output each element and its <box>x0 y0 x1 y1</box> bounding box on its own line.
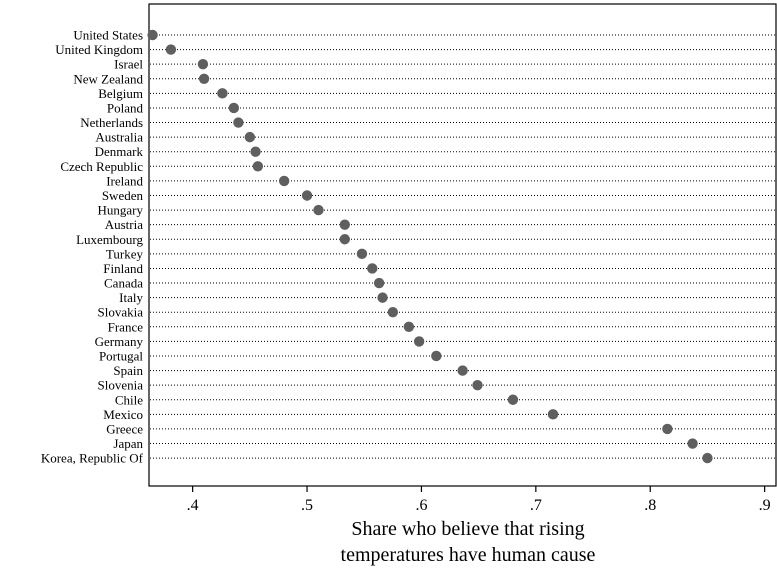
data-point <box>244 131 256 143</box>
data-point <box>165 44 177 55</box>
category-label: Mexico <box>103 407 143 422</box>
category-label: Chile <box>115 392 143 407</box>
category-label: Turkey <box>106 246 144 261</box>
data-point <box>228 102 240 114</box>
category-label: Canada <box>104 276 143 291</box>
category-label: Sweden <box>102 188 144 203</box>
x-axis-title-line-1: Share who believe that rising <box>351 518 584 540</box>
category-label: United Kingdom <box>55 42 143 57</box>
x-tick-label: .6 <box>415 497 427 514</box>
data-point <box>367 263 378 274</box>
x-tick-label: .8 <box>644 497 656 514</box>
category-label: Austria <box>105 217 144 232</box>
category-label: Italy <box>119 290 143 305</box>
category-label: Israel <box>114 57 143 72</box>
x-tick-label: .4 <box>187 497 199 514</box>
data-point <box>339 219 350 230</box>
category-label: Poland <box>107 100 144 115</box>
data-point <box>377 292 388 303</box>
data-point <box>339 234 350 245</box>
category-label: Hungary <box>98 203 144 218</box>
x-tick-label: .7 <box>530 497 542 514</box>
data-point <box>457 365 468 376</box>
category-label: Finland <box>103 261 143 276</box>
data-point <box>356 248 368 260</box>
category-label: Spain <box>113 363 143 378</box>
category-label: New Zealand <box>73 71 143 86</box>
data-point <box>313 204 324 216</box>
category-label: Ireland <box>106 173 143 188</box>
category-label: Greece <box>106 421 143 436</box>
plot-frame <box>148 3 777 487</box>
x-tick-label: .5 <box>301 497 313 514</box>
data-point <box>233 117 244 128</box>
data-point <box>278 175 290 187</box>
category-label: Luxembourg <box>76 232 143 247</box>
data-point <box>301 190 313 201</box>
data-point <box>198 73 210 84</box>
data-point <box>250 146 261 157</box>
category-label: Slovenia <box>98 378 144 393</box>
data-point <box>403 321 415 332</box>
data-point <box>702 452 713 464</box>
plot-area <box>147 3 777 487</box>
category-label: Slovakia <box>98 305 144 320</box>
category-label: France <box>108 319 144 334</box>
category-label: Czech Republic <box>60 159 143 174</box>
category-label: Netherlands <box>80 115 143 130</box>
category-label: Australia <box>95 130 143 145</box>
data-point <box>197 58 209 70</box>
data-point <box>431 350 442 362</box>
x-axis-title-line-2: temperatures have human cause <box>341 544 596 566</box>
x-axis: .4 .5 .6 .7 .8 .9 <box>187 486 771 514</box>
category-label: Korea, Republic Of <box>41 451 144 466</box>
category-label: Denmark <box>95 144 144 159</box>
category-label: Portugal <box>99 348 143 363</box>
data-point <box>217 88 228 99</box>
data-point <box>413 336 425 347</box>
data-point <box>252 161 264 172</box>
data-point <box>507 394 519 405</box>
category-label: United States <box>73 28 143 43</box>
category-label: Japan <box>113 436 143 451</box>
category-label: Belgium <box>98 86 143 101</box>
data-point <box>687 438 698 449</box>
data-point <box>387 307 399 318</box>
data-point <box>472 379 483 391</box>
data-point <box>147 29 158 41</box>
data-point <box>662 423 673 435</box>
data-point <box>547 409 559 420</box>
data-point <box>373 277 385 289</box>
x-tick-label: .9 <box>759 497 771 514</box>
category-label: Germany <box>95 334 144 349</box>
